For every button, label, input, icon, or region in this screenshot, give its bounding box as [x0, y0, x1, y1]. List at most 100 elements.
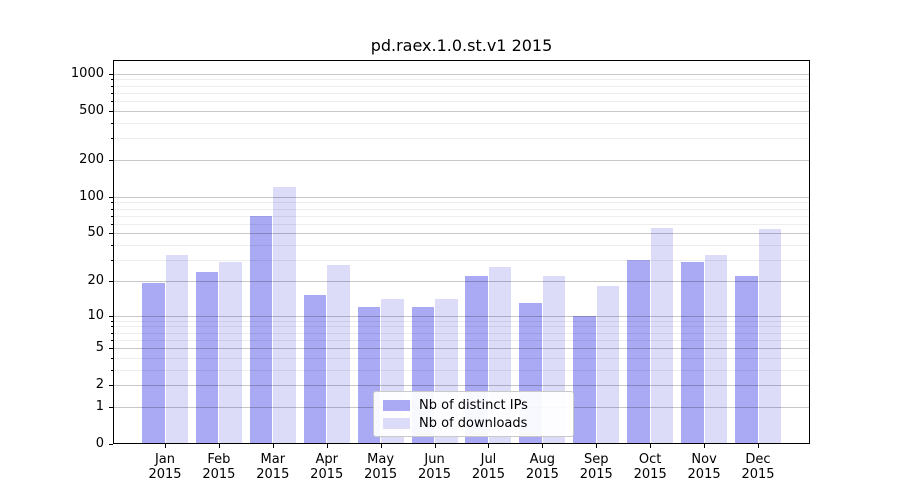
y-tick-label: 10 — [87, 307, 104, 323]
x-tick-label: Feb 2015 — [202, 452, 236, 482]
gridline-major — [113, 159, 810, 161]
x-axis-tick — [272, 444, 274, 448]
gridline-minor — [113, 101, 810, 103]
y-axis-tick — [109, 73, 113, 75]
gridline-minor — [113, 138, 810, 140]
y-tick-label: 50 — [87, 225, 104, 241]
legend-entry-downloads: Nb of downloads — [383, 416, 573, 431]
legend-label-distinct-ips: Nb of distinct IPs — [419, 397, 528, 413]
bar-distinct-ips — [735, 276, 758, 444]
bar-downloads — [596, 286, 620, 444]
x-tick-label: May 2015 — [364, 452, 398, 482]
y-tick-label: 200 — [79, 151, 104, 167]
gridline-minor — [113, 320, 810, 322]
y-tick-label: 1 — [95, 398, 104, 414]
y-axis-minor-tick — [111, 326, 113, 328]
y-axis-minor-tick — [111, 101, 113, 103]
y-axis-tick — [109, 280, 113, 282]
bar-distinct-ips — [142, 283, 165, 444]
y-axis-minor-tick — [111, 79, 113, 81]
gridline-minor — [113, 326, 810, 328]
gridline-minor — [113, 357, 810, 359]
gridline-minor — [113, 92, 810, 94]
gridline-major — [113, 110, 810, 112]
y-axis-tick — [109, 315, 113, 317]
x-axis-tick — [218, 444, 220, 448]
y-axis-tick — [109, 444, 113, 445]
bar-downloads — [219, 261, 242, 444]
gridline-minor — [113, 339, 810, 341]
y-tick-label: 2 — [95, 377, 104, 393]
bar-downloads — [165, 255, 188, 444]
bar-downloads — [327, 265, 350, 444]
gridline-major — [113, 348, 810, 349]
gridline-major — [113, 385, 810, 387]
gridline-minor — [113, 208, 810, 210]
y-axis-minor-tick — [111, 202, 113, 204]
x-tick-label: Apr 2015 — [310, 452, 344, 482]
y-axis-tick — [109, 348, 113, 349]
y-axis-minor-tick — [111, 320, 113, 322]
x-tick-label: Jul 2015 — [471, 452, 505, 482]
y-axis-tick — [109, 233, 113, 235]
y-axis-tick — [109, 110, 113, 112]
gridline-minor — [113, 79, 810, 81]
x-tick-label: Dec 2015 — [741, 452, 775, 482]
y-axis-tick — [109, 406, 113, 408]
x-axis-tick — [326, 444, 328, 448]
y-tick-label: 0 — [95, 436, 104, 451]
y-axis-minor-tick — [111, 260, 113, 261]
bar-distinct-ips — [249, 216, 273, 444]
y-axis-minor-tick — [111, 369, 113, 371]
x-tick-label: Sep 2015 — [579, 452, 613, 482]
bar-downloads — [650, 228, 674, 444]
y-axis-minor-tick — [111, 138, 113, 140]
bar-downloads — [273, 187, 296, 444]
gridline-minor — [113, 369, 810, 371]
gridline-minor — [113, 332, 810, 334]
y-axis-minor-tick — [111, 208, 113, 210]
y-axis-minor-tick — [111, 85, 113, 87]
y-axis-minor-tick — [111, 92, 113, 94]
y-axis-minor-tick — [111, 122, 113, 124]
x-axis-tick — [758, 444, 759, 448]
gridline-minor — [113, 245, 810, 247]
chart-title: pd.raex.1.0.st.v1 2015 — [370, 36, 553, 55]
y-axis-minor-tick — [111, 332, 113, 334]
y-axis-minor-tick — [111, 223, 113, 225]
gridline-minor — [113, 122, 810, 124]
bar-downloads — [758, 229, 781, 444]
x-axis-tick — [165, 444, 166, 448]
bar-distinct-ips — [195, 271, 219, 444]
x-tick-label: Nov 2015 — [687, 452, 721, 482]
bar-distinct-ips — [303, 295, 327, 444]
y-axis-tick — [109, 196, 113, 198]
x-tick-label: Aug 2015 — [525, 452, 559, 482]
x-tick-label: Mar 2015 — [256, 452, 290, 482]
bar-distinct-ips — [627, 260, 650, 444]
x-tick-label: Jan 2015 — [148, 452, 182, 482]
y-tick-label: 100 — [79, 188, 104, 204]
bar-downloads — [704, 255, 728, 444]
legend: Nb of distinct IPs Nb of downloads — [373, 391, 574, 437]
x-axis-tick — [488, 444, 490, 448]
legend-swatch-downloads — [383, 417, 410, 429]
gridline-major — [113, 196, 810, 198]
y-tick-label: 1000 — [70, 65, 104, 81]
y-axis-minor-tick — [111, 357, 113, 359]
legend-label-downloads: Nb of downloads — [419, 415, 528, 431]
gridline-minor — [113, 223, 810, 225]
y-axis-minor-tick — [111, 215, 113, 217]
gridline-major — [113, 233, 810, 235]
x-axis-tick — [704, 444, 706, 448]
x-axis-tick — [434, 444, 436, 448]
x-axis-tick — [596, 444, 598, 448]
bar-distinct-ips — [573, 315, 596, 444]
bar-distinct-ips — [681, 261, 704, 444]
legend-swatch-distinct-ips — [383, 399, 410, 411]
gridline-minor — [113, 215, 810, 217]
x-axis-tick — [542, 444, 544, 448]
y-axis-tick — [109, 385, 113, 387]
x-axis-tick — [380, 444, 382, 448]
